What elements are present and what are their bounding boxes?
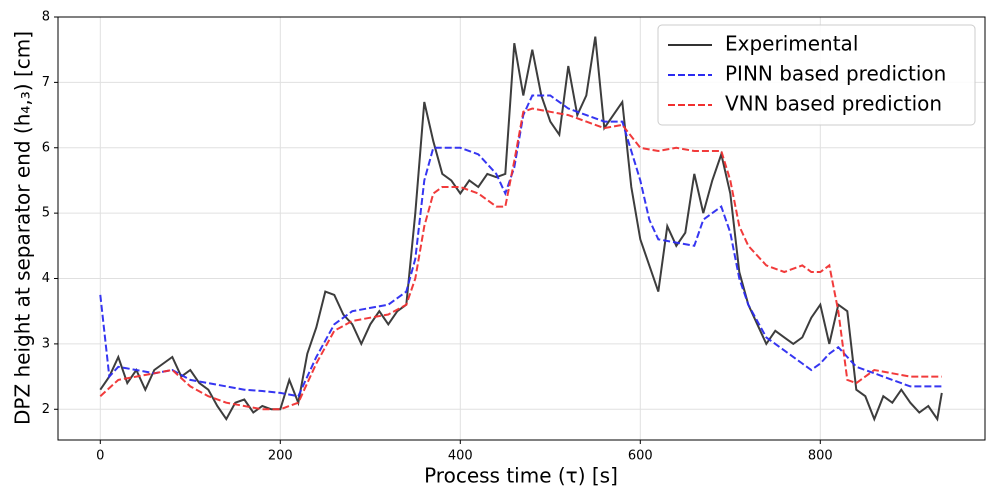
x-tick-label: 400 (448, 449, 473, 464)
x-tick-label: 200 (268, 449, 293, 464)
x-axis-label: Process time (τ) [s] (424, 464, 618, 488)
series-line (99, 36, 943, 422)
x-tick-label: 0 (96, 449, 104, 464)
y-tick-label: 3 (42, 336, 50, 351)
y-tick-label: 5 (42, 206, 50, 221)
y-tick-label: 4 (42, 271, 50, 286)
plot-frame (57, 16, 986, 441)
y-tick-label: 2 (42, 402, 50, 417)
y-tick-label: 8 (42, 10, 50, 25)
y-axis-label: DPZ height at separator end (h₄,₃) [cm] (11, 31, 35, 425)
legend-label: Experimental (725, 32, 858, 56)
y-tick-label: 7 (42, 75, 50, 90)
x-tick-label: 600 (628, 449, 653, 464)
legend-label: PINN based prediction (725, 62, 946, 86)
series-line (99, 94, 942, 398)
x-tick-label: 800 (808, 449, 833, 464)
series-line (99, 107, 942, 411)
y-tick-label: 6 (42, 140, 50, 155)
legend-label: VNN based prediction (725, 92, 942, 116)
legend-box (657, 24, 976, 126)
